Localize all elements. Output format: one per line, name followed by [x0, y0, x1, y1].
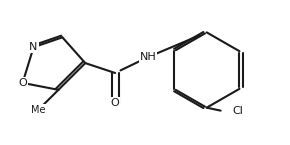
Text: NH: NH [139, 52, 156, 62]
Text: O: O [18, 78, 27, 88]
Text: Me: Me [31, 105, 46, 115]
Text: Cl: Cl [233, 106, 243, 116]
Text: N: N [29, 42, 38, 52]
Text: O: O [111, 98, 119, 108]
